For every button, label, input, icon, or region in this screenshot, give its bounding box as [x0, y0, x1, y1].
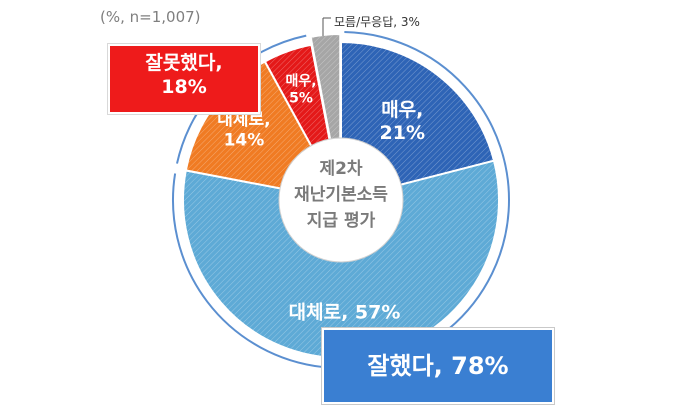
slice-label-line-1: 매우,	[381, 99, 423, 121]
slice-label-line-2: 5%	[289, 90, 313, 106]
negative-summary-box: 잘못했다, 18%	[107, 43, 261, 115]
slice-label-line-2: 21%	[380, 122, 425, 144]
slice-label-line-1: 매우,	[285, 73, 316, 89]
slice-label: 대체로, 57%	[289, 302, 401, 324]
center-label-line-1: 제2차	[319, 159, 362, 179]
slice-label: 모름/무응답, 3%	[334, 15, 420, 29]
center-label-line-2: 재난기본소득	[294, 185, 388, 205]
center-circle	[278, 137, 404, 263]
slice-label: 매우, 5%	[285, 73, 316, 106]
negative-summary-line-2: 18%	[161, 75, 207, 98]
negative-summary-line-1: 잘못했다,	[145, 52, 223, 74]
slice-label-line-1: 대체로,	[217, 110, 270, 130]
sample-note: (%, n=1,007)	[100, 8, 201, 26]
slice-label-line-2: 14%	[224, 131, 265, 151]
slice-label: 매우, 21%	[380, 99, 425, 144]
slice-label: 대체로, 14%	[217, 110, 270, 150]
positive-summary-box: 잘했다, 78%	[321, 327, 555, 405]
center-label-line-3: 지급 평가	[307, 211, 376, 231]
